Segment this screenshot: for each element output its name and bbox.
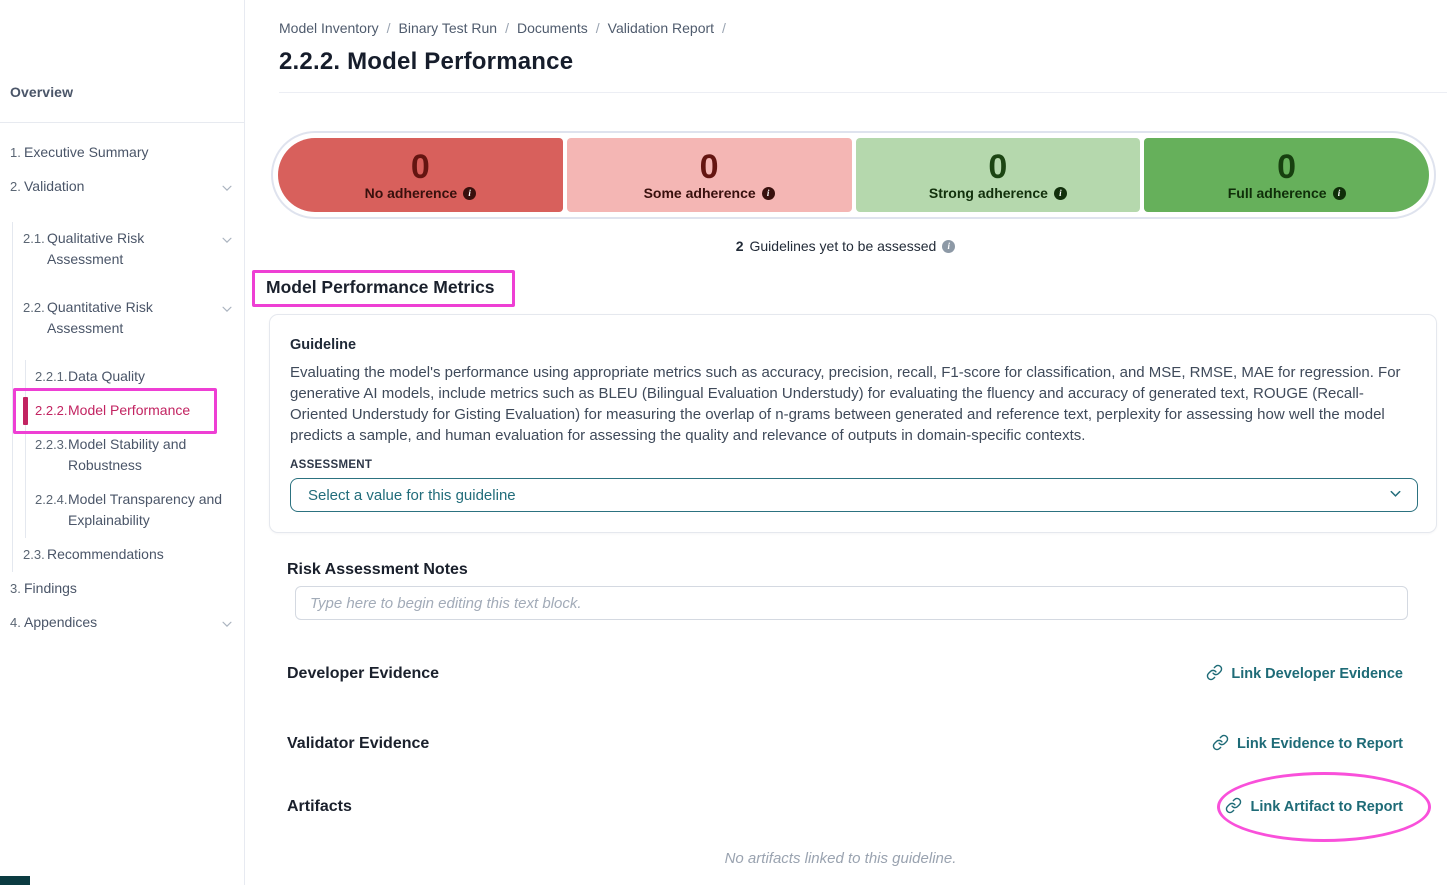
info-icon[interactable]: i [942,239,956,253]
annotation-box-section-heading: Model Performance Metrics [252,270,515,307]
chevron-down-icon [1388,486,1403,505]
assessment-select-value: Select a value for this guideline [308,486,516,504]
sidebar-item-model-transparency-explainability[interactable]: 2.2.4. Model Transparency and Explainabi… [35,491,223,528]
sidebar-item-data-quality[interactable]: 2.2.1. Data Quality [35,368,146,384]
breadcrumb-separator: / [505,20,509,36]
no-adherence-label: No adherence [364,185,458,201]
pending-label: Guidelines yet to be assessed [749,238,937,254]
risk-notes-input[interactable] [295,586,1408,620]
section-heading: Model Performance Metrics [266,277,495,297]
breadcrumb-separator: / [722,20,726,36]
header-divider [279,92,1447,93]
developer-evidence-heading: Developer Evidence [287,665,440,682]
breadcrumb-separator: / [386,20,391,36]
quantitative-subgroup: 2.2.1. Data Quality 2.2.2. Model Perform… [13,360,244,538]
risk-notes-heading: Risk Assessment Notes [287,561,468,578]
active-item-indicator [23,397,28,425]
breadcrumb-validation-report[interactable]: Validation Report [607,20,715,36]
validator-evidence-row: Validator Evidence Link Evidence to Repo… [287,727,1403,761]
guideline-body-text: Evaluating the model's performance using… [290,364,1401,444]
outline-nav: 1. Executive Summary 2. Validation 2.1. … [0,123,244,644]
sidebar-item-model-stability-robustness[interactable]: 2.2.3. Model Stability and Robustness [35,436,187,473]
pending-count: 2 [735,238,744,254]
sidebar-overview-link[interactable]: Overview [10,84,74,100]
strong-adherence-label: Strong adherence [928,185,1048,201]
guidelines-pending-summary: 2 Guidelines yet to be assessed i [245,238,1446,254]
breadcrumb-documents[interactable]: Documents [516,20,588,36]
guideline-card: Guideline Evaluating the model's perform… [269,314,1437,533]
some-adherence-label: Some adherence [643,185,756,201]
breadcrumb: Model Inventory / Binary Test Run / Docu… [279,20,1447,36]
link-artifact-to-report-button[interactable]: Link Artifact to Report [1225,797,1403,818]
adherence-summary-bar: 0 No adherence i 0 Some adherence i 0 St… [271,131,1436,219]
artifacts-heading: Artifacts [287,798,352,815]
link-icon [1212,734,1229,755]
info-icon[interactable]: i [1053,186,1067,200]
sidebar-item-appendices[interactable]: 4. Appendices [0,606,244,644]
info-icon[interactable]: i [761,186,775,200]
validator-evidence-heading: Validator Evidence [287,735,430,752]
sidebar-divider [0,122,244,123]
page-title: 2.2.2. Model Performance [279,48,574,75]
no-adherence-count: 0 [410,148,430,186]
bottom-corner-bar [0,876,30,885]
full-adherence-label: Full adherence [1227,185,1327,201]
report-section-main: Model Inventory / Binary Test Run / Docu… [245,0,1447,885]
document-outline-sidebar: Overview 1. Executive Summary 2. Validat… [0,0,245,885]
assessment-label: ASSESSMENT [290,459,373,471]
developer-evidence-row: Developer Evidence Link Developer Eviden… [287,657,1403,691]
breadcrumb-binary-test-run[interactable]: Binary Test Run [398,20,498,36]
strong-adherence-card[interactable]: 0 Strong adherence i [855,138,1141,212]
chevron-down-icon[interactable] [220,176,234,201]
sidebar-item-quantitative-risk-assessment[interactable]: 2.2. Quantitative Risk Assessment [13,291,244,346]
sidebar-item-executive-summary[interactable]: 1. Executive Summary [10,144,149,160]
validation-subgroup: 2.1. Qualitative Risk Assessment 2.2. Qu… [12,222,244,572]
guideline-heading: Guideline [290,337,357,353]
link-icon [1225,797,1242,818]
sidebar-item-validation[interactable]: 2. Validation [0,170,244,208]
full-adherence-count: 0 [1277,148,1297,186]
info-icon[interactable]: i [1332,186,1346,200]
sidebar-item-findings[interactable]: 3. Findings [10,580,77,596]
breadcrumb-separator: / [595,20,600,36]
page-header: Model Inventory / Binary Test Run / Docu… [245,0,1447,93]
artifacts-row: Artifacts Link Artifact to Report [287,772,1432,842]
no-adherence-card[interactable]: 0 No adherence i [278,138,563,212]
some-adherence-count: 0 [699,148,719,186]
strong-adherence-count: 0 [988,148,1008,186]
breadcrumb-model-inventory[interactable]: Model Inventory [279,20,379,36]
sidebar-item-qualitative-risk-assessment[interactable]: 2.1. Qualitative Risk Assessment [13,222,244,277]
chevron-down-icon[interactable] [220,228,234,253]
link-icon [1206,664,1223,685]
assessment-select[interactable]: Select a value for this guideline [290,478,1418,512]
artifacts-empty-state: No artifacts linked to this guideline. [724,850,957,867]
full-adherence-card[interactable]: 0 Full adherence i [1144,138,1429,212]
link-developer-evidence-button[interactable]: Link Developer Evidence [1206,664,1403,685]
link-evidence-to-report-button[interactable]: Link Evidence to Report [1212,734,1403,755]
chevron-down-icon[interactable] [220,612,234,637]
sidebar-item-model-performance[interactable]: 2.2.2. Model Performance [13,388,244,434]
sidebar-item-recommendations[interactable]: 2.3. Recommendations [23,546,164,562]
info-icon[interactable]: i [463,186,477,200]
some-adherence-card[interactable]: 0 Some adherence i [566,138,852,212]
chevron-down-icon[interactable] [220,297,234,322]
